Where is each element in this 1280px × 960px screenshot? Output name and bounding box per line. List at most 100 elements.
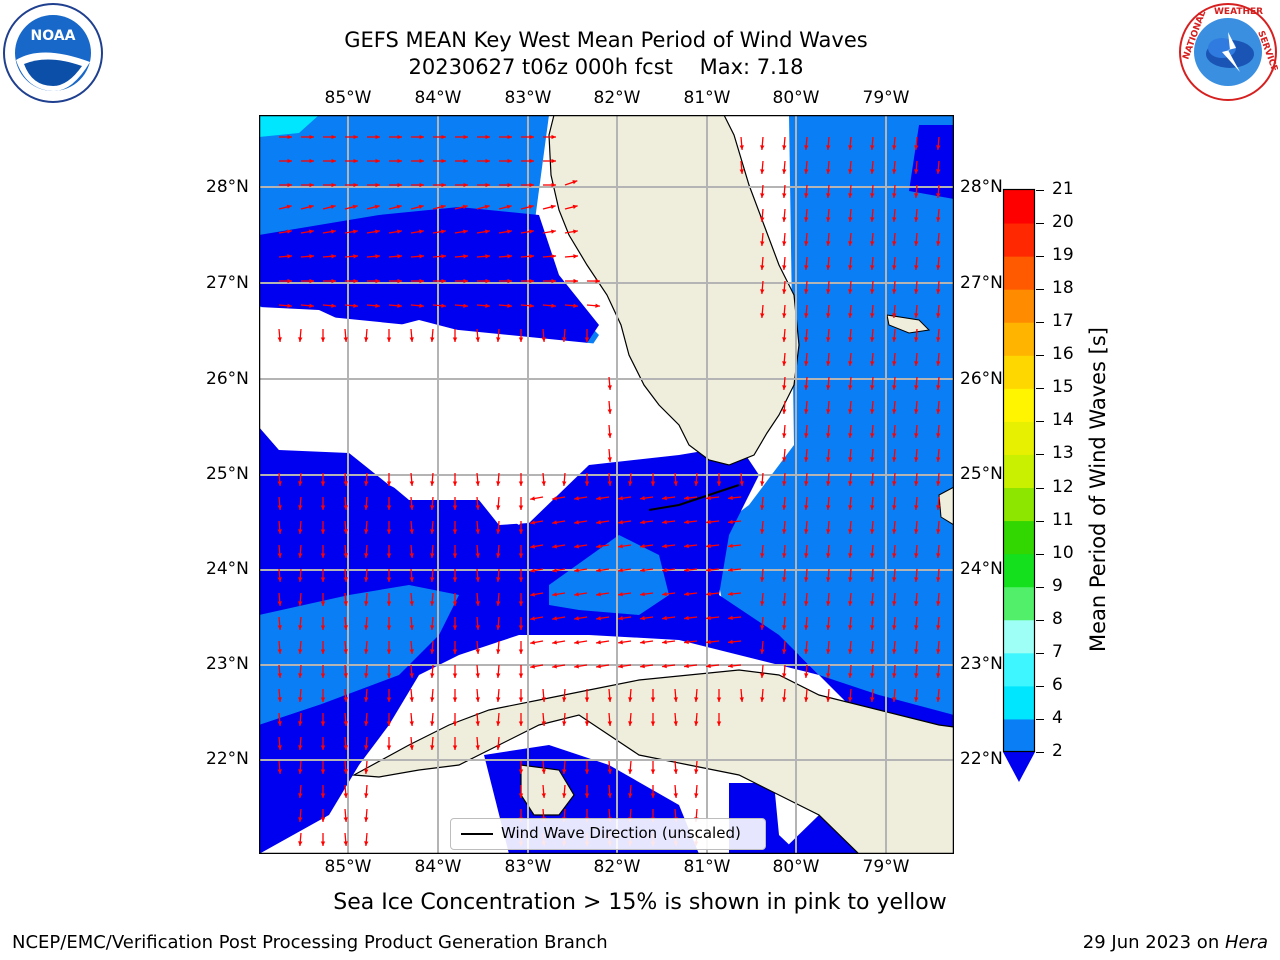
wind-arrow-head bbox=[826, 361, 831, 366]
wind-arrow-head bbox=[618, 544, 623, 549]
colorbar-tick-label: 10 bbox=[1052, 542, 1074, 563]
wind-arrow-head bbox=[320, 841, 326, 846]
wind-arrow-head bbox=[936, 433, 941, 438]
wind-arrow-head bbox=[936, 529, 941, 534]
wind-arrow-head bbox=[870, 697, 875, 702]
wind-arrow-head bbox=[804, 625, 809, 630]
wind-arrow-head bbox=[485, 158, 490, 164]
wind-arrow-head bbox=[331, 254, 336, 259]
wind-arrow-head bbox=[298, 337, 303, 342]
wind-arrow-head bbox=[287, 158, 292, 164]
wind-arrow-head bbox=[277, 625, 282, 630]
wind-arrow-head bbox=[496, 553, 501, 558]
wind-arrow-head bbox=[277, 577, 282, 582]
wind-arrow-head bbox=[728, 543, 733, 549]
wind-arrow-head bbox=[584, 769, 590, 774]
wind-arrow-head bbox=[397, 182, 402, 188]
no-data-gap-central bbox=[259, 310, 729, 525]
wind-arrow-head bbox=[618, 568, 623, 573]
wind-arrow-head bbox=[562, 793, 567, 798]
colorbar-tick-label: 20 bbox=[1052, 212, 1074, 233]
wind-arrow-head bbox=[409, 601, 414, 606]
wind-arrow-head bbox=[826, 601, 831, 606]
wind-arrow-head bbox=[892, 361, 897, 366]
wind-arrow-head bbox=[595, 278, 600, 284]
wind-arrow-head bbox=[618, 640, 623, 645]
wind-arrow-head bbox=[386, 505, 392, 510]
wind-arrow-head bbox=[496, 625, 501, 630]
wind-arrow-head bbox=[596, 520, 601, 525]
wind-arrow-head bbox=[826, 553, 831, 558]
wind-arrow-head bbox=[936, 601, 941, 606]
lon-label-top: 83°W bbox=[504, 88, 552, 108]
wind-arrow-head bbox=[870, 529, 875, 534]
wind-arrow-head bbox=[870, 337, 875, 342]
wind-arrow-head bbox=[694, 793, 699, 798]
wind-arrow-head bbox=[804, 289, 809, 294]
wind-arrow-head bbox=[804, 697, 809, 702]
wind-arrow-head bbox=[331, 278, 336, 284]
wind-arrow-head bbox=[309, 254, 314, 259]
wind-arrow-head bbox=[518, 769, 524, 774]
wind-arrow-head bbox=[552, 544, 557, 549]
wind-arrow-head bbox=[936, 313, 941, 318]
wind-arrow-head bbox=[485, 303, 490, 308]
colorbar-tick-mark bbox=[1036, 520, 1044, 522]
colorbar-tick-label: 8 bbox=[1052, 608, 1063, 629]
wind-arrow-head bbox=[518, 529, 524, 534]
wind-arrow-head bbox=[892, 625, 897, 630]
lon-label-top: 80°W bbox=[772, 88, 820, 108]
wind-arrow-head bbox=[804, 601, 809, 606]
wind-arrow-head bbox=[562, 337, 567, 342]
wind-arrow-head bbox=[848, 457, 853, 462]
wind-arrow-head bbox=[343, 505, 348, 510]
wind-arrow-head bbox=[507, 158, 512, 164]
wind-arrow-head bbox=[662, 663, 667, 669]
wind-arrow-head bbox=[518, 673, 524, 678]
wind-arrow-head bbox=[870, 601, 875, 606]
wind-arrow-head bbox=[386, 337, 392, 342]
wind-arrow-head bbox=[782, 697, 787, 702]
wind-arrow-head bbox=[848, 529, 853, 534]
wind-arrow-head bbox=[914, 217, 919, 222]
wind-arrow-head bbox=[475, 721, 480, 726]
wind-arrow-head bbox=[409, 697, 414, 702]
wind-arrow-head bbox=[936, 217, 941, 222]
florida-keys bbox=[648, 484, 740, 511]
wind-arrow-head bbox=[848, 505, 853, 510]
wind-arrow-head bbox=[475, 577, 480, 582]
wind-arrow-head bbox=[826, 529, 831, 534]
legend-line-icon bbox=[461, 833, 493, 835]
wind-arrow-head bbox=[552, 616, 557, 621]
wind-arrow-head bbox=[419, 254, 424, 259]
wind-arrow-head bbox=[277, 529, 282, 534]
wind-arrow-head bbox=[804, 193, 809, 198]
wind-arrow-head bbox=[287, 182, 292, 188]
colorbar-tick-mark bbox=[1036, 355, 1044, 357]
wind-arrow-head bbox=[892, 337, 897, 342]
wind-arrow-head bbox=[596, 496, 601, 501]
wind-arrow-head bbox=[409, 673, 414, 678]
wind-arrow-head bbox=[552, 664, 557, 669]
wind-arrow-head bbox=[463, 278, 468, 284]
wind-arrow-head bbox=[396, 204, 402, 210]
wind-arrow-head bbox=[914, 553, 919, 558]
colorbar-tick-label: 14 bbox=[1052, 410, 1074, 431]
wind-arrow-head bbox=[320, 769, 326, 774]
wind-arrow-head bbox=[574, 664, 579, 669]
wind-arrow-head bbox=[914, 505, 919, 510]
wind-arrow-head bbox=[386, 721, 392, 726]
wind-arrow-head bbox=[804, 505, 809, 510]
wind-arrow-head bbox=[870, 409, 875, 414]
wind-arrow-head bbox=[892, 193, 897, 198]
wind-arrow-head bbox=[430, 649, 435, 654]
colorbar-segment bbox=[1004, 685, 1034, 720]
wind-arrow-head bbox=[475, 601, 480, 606]
colorbar-segment bbox=[1004, 553, 1034, 588]
wind-arrow-head bbox=[892, 265, 897, 270]
wind-arrow-head bbox=[530, 640, 536, 645]
wind-arrow-head bbox=[662, 495, 667, 501]
wind-arrow-head bbox=[673, 481, 678, 486]
wind-arrow-head bbox=[760, 625, 765, 630]
colorbar-tick-label: 7 bbox=[1052, 641, 1063, 662]
